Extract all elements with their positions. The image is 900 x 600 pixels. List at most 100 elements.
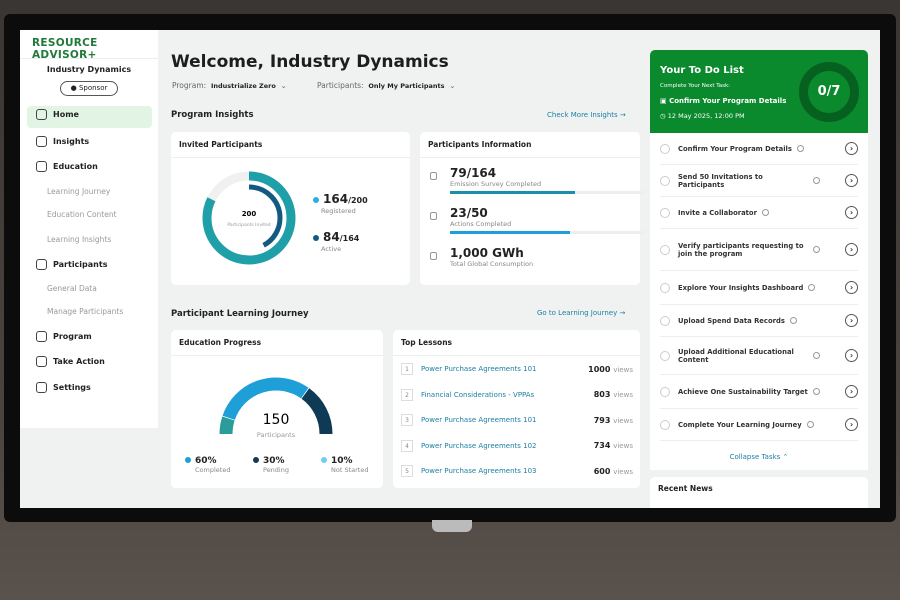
card-title: Recent News bbox=[658, 484, 713, 493]
chevron-right-icon[interactable]: › bbox=[845, 385, 858, 398]
lesson-row[interactable]: 1 Power Purchase Agreements 101 1000 views bbox=[401, 363, 633, 375]
lesson-row[interactable]: 4 Power Purchase Agreements 102 734 views bbox=[401, 439, 633, 452]
sidebar-item-participants[interactable]: Participants bbox=[36, 259, 107, 270]
top-lessons-card: Top Lessons 1 Power Purchase Agreements 1… bbox=[393, 330, 640, 488]
legend-item: 10% Not Started bbox=[321, 456, 368, 474]
help-icon[interactable] bbox=[796, 145, 804, 152]
task-checkbox[interactable] bbox=[660, 143, 670, 154]
task-checkbox[interactable] bbox=[660, 175, 670, 186]
check-more-insights-link[interactable]: Check More Insights → bbox=[547, 111, 626, 119]
next-task-link[interactable]: ▣ Confirm Your Program Details bbox=[660, 97, 787, 105]
next-task-date: ◷ 12 May 2025, 12:00 PM bbox=[660, 112, 745, 120]
sidebar-item-education-content[interactable]: Education Content bbox=[47, 210, 117, 219]
task-item[interactable]: Confirm Your Program Details › bbox=[660, 133, 858, 165]
task-checkbox[interactable] bbox=[660, 386, 670, 397]
gear-icon bbox=[36, 382, 47, 393]
svg-text:200: 200 bbox=[242, 210, 257, 218]
sidebar-item-home[interactable]: Home bbox=[36, 109, 79, 120]
collapse-tasks-button[interactable]: Collapse Tasks ⌃ bbox=[729, 453, 789, 461]
help-icon[interactable] bbox=[813, 352, 820, 359]
task-checkbox[interactable] bbox=[660, 419, 670, 430]
chevron-right-icon[interactable]: › bbox=[845, 243, 858, 256]
chevron-right-icon[interactable]: › bbox=[845, 349, 858, 362]
screen: RESOURCE ADVISOR+ Industry Dynamics ● Sp… bbox=[20, 30, 880, 508]
help-icon[interactable] bbox=[761, 209, 769, 216]
participants-select[interactable]: Participants: Only My Participants ⌄ bbox=[317, 81, 456, 90]
next-task-label: Complete Your Next Task: bbox=[660, 83, 731, 89]
sidebar-item-label: Program bbox=[53, 332, 92, 341]
sidebar-item-program[interactable]: Program bbox=[36, 331, 92, 342]
sidebar-item-general-data[interactable]: General Data bbox=[47, 284, 97, 293]
info-row: 1,000 GWh Total Global Consumption bbox=[430, 246, 533, 268]
task-checkbox[interactable] bbox=[660, 207, 670, 218]
recent-news-card: Recent News bbox=[650, 477, 868, 508]
monitor-stand bbox=[432, 520, 472, 532]
sidebar-item-settings[interactable]: Settings bbox=[36, 382, 91, 393]
sidebar-item-insights[interactable]: Insights bbox=[36, 136, 89, 147]
section-title: Participant Learning Journey bbox=[171, 309, 309, 319]
task-checkbox[interactable] bbox=[660, 282, 670, 293]
info-icon bbox=[430, 252, 437, 260]
chevron-right-icon[interactable]: › bbox=[845, 142, 858, 155]
help-icon[interactable] bbox=[813, 246, 820, 253]
gauge-chart: 150 Participants bbox=[219, 377, 333, 439]
role-badge[interactable]: ● Sponsor bbox=[60, 81, 118, 96]
registered-stat: 164/200 Registered bbox=[313, 188, 368, 215]
sidebar-item-take-action[interactable]: Take Action bbox=[36, 356, 105, 367]
people-icon bbox=[36, 259, 47, 270]
sidebar-item-label: Home bbox=[53, 110, 79, 119]
active-stat: 84/164 Active bbox=[313, 226, 359, 253]
sidebar-item-education[interactable]: Education bbox=[36, 161, 98, 172]
task-item[interactable]: Achieve One Sustainability Target › bbox=[660, 375, 858, 409]
insights-icon bbox=[36, 136, 47, 147]
sidebar-item-learning-journey[interactable]: Learning Journey bbox=[47, 187, 111, 196]
active-arc bbox=[215, 184, 283, 252]
section-title: Program Insights bbox=[171, 110, 254, 120]
go-to-learning-journey-link[interactable]: Go to Learning Journey → bbox=[537, 309, 626, 317]
sidebar-item-manage-participants[interactable]: Manage Participants bbox=[47, 307, 124, 316]
card-title: Education Progress bbox=[171, 330, 383, 356]
todo-title: Your To Do List bbox=[660, 65, 744, 76]
org-name: Industry Dynamics bbox=[46, 65, 132, 74]
page-title: Welcome, Industry Dynamics bbox=[171, 52, 449, 72]
task-checkbox[interactable] bbox=[660, 350, 670, 361]
registered-arc bbox=[202, 171, 296, 265]
chevron-right-icon[interactable]: › bbox=[845, 281, 858, 294]
gauge-segment bbox=[301, 388, 333, 435]
chevron-right-icon[interactable]: › bbox=[845, 206, 858, 219]
task-item[interactable]: Explore Your Insights Dashboard › bbox=[660, 271, 858, 305]
lesson-row[interactable]: 3 Power Purchase Agreements 101 793 views bbox=[401, 414, 633, 426]
book-icon bbox=[36, 161, 47, 172]
sidebar-item-learning-insights[interactable]: Learning Insights bbox=[47, 235, 112, 244]
help-icon[interactable] bbox=[812, 388, 820, 395]
puzzle-icon bbox=[36, 356, 47, 367]
lesson-row[interactable]: 2 Financial Considerations - VPPAs 803 vie… bbox=[401, 388, 633, 401]
sidebar-item-label: Settings bbox=[53, 383, 91, 392]
task-item[interactable]: Upload Spend Data Records › bbox=[660, 305, 858, 337]
gauge-segment bbox=[219, 416, 235, 435]
active-highlight bbox=[27, 106, 152, 128]
info-icon bbox=[430, 212, 437, 220]
chevron-right-icon[interactable]: › bbox=[845, 314, 858, 327]
chevron-right-icon[interactable]: › bbox=[845, 174, 858, 187]
task-item[interactable]: Send 50 Invitations to Participants › bbox=[660, 165, 858, 197]
todo-list: Confirm Your Program Details › Send 50 Inv… bbox=[650, 133, 868, 470]
task-item[interactable]: Invite a Collaborator › bbox=[660, 197, 858, 229]
chevron-right-icon[interactable]: › bbox=[845, 418, 858, 431]
program-select[interactable]: Program: Industrialize Zero ⌄ bbox=[172, 81, 287, 90]
help-icon[interactable] bbox=[806, 421, 814, 428]
help-icon[interactable] bbox=[808, 284, 816, 291]
progress-bar bbox=[450, 231, 645, 234]
info-icon bbox=[430, 172, 437, 180]
task-checkbox[interactable] bbox=[660, 244, 670, 255]
task-item[interactable]: Verify participants requesting to join t… bbox=[660, 229, 858, 271]
sidebar-item-label: Education bbox=[53, 162, 98, 171]
task-item[interactable]: Complete Your Learning Journey › bbox=[660, 409, 858, 441]
task-item[interactable]: Upload Additional Educational Content › bbox=[660, 337, 858, 375]
help-icon[interactable] bbox=[813, 177, 820, 184]
help-icon[interactable] bbox=[789, 317, 797, 324]
sidebar-item-label: Insights bbox=[53, 137, 90, 146]
todo-header: Your To Do List Complete Your Next Task:… bbox=[650, 50, 868, 133]
lesson-row[interactable]: 5 Power Purchase Agreements 103 600 views bbox=[401, 465, 633, 477]
task-checkbox[interactable] bbox=[660, 315, 670, 326]
